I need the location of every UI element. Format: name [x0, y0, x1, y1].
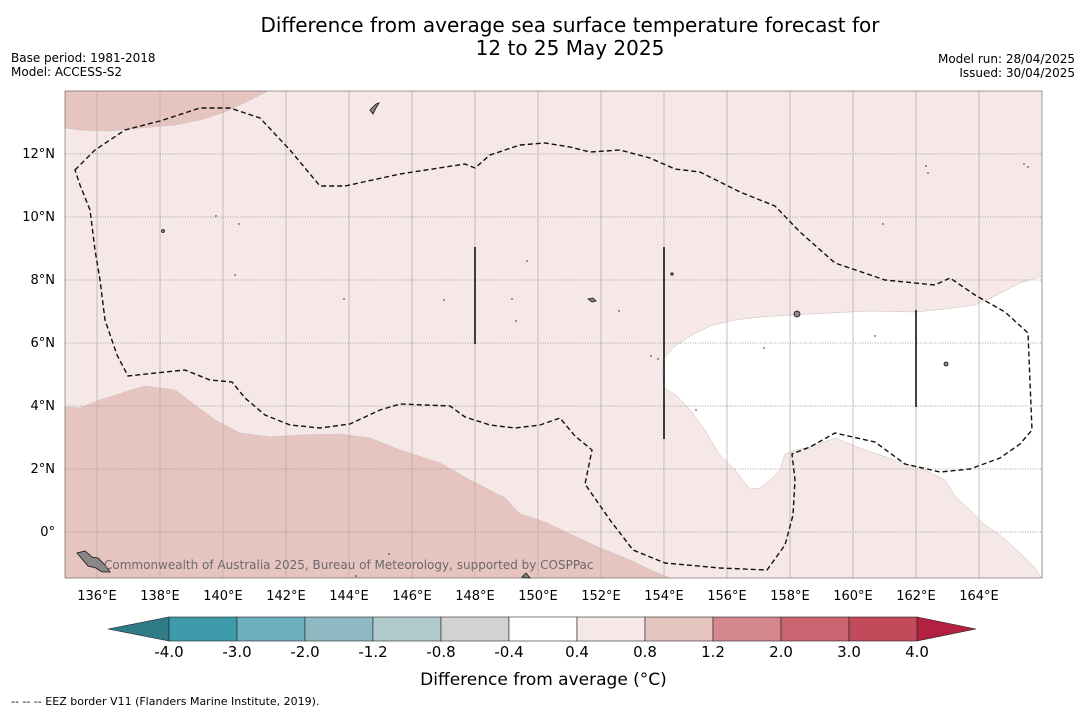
- islands: [76, 102, 949, 579]
- cb-tick: -4.0: [154, 643, 184, 661]
- title-line-1: Difference from average sea surface temp…: [260, 13, 880, 37]
- model-run: Model run: 28/04/2025: [937, 52, 1075, 66]
- map-title: Difference from average sea surface temp…: [0, 14, 1085, 60]
- cb-tick: 0.4: [565, 643, 589, 661]
- colorbar: [107, 616, 977, 642]
- colorbar-over-arrow: [916, 616, 977, 642]
- cb-tick: 1.2: [701, 643, 725, 661]
- lon-label-146e: 146°E: [392, 589, 432, 604]
- issued-date: Issued: 30/04/2025: [959, 66, 1075, 80]
- latitude-gridlines: [65, 153, 1042, 533]
- colorbar-label: Difference from average (°C): [420, 670, 667, 690]
- colorbar-under-arrow: [107, 616, 170, 642]
- longitude-labels: 136°E 138°E 140°E 142°E 144°E 146°E 148°…: [77, 589, 999, 604]
- meta-right: Model run: 28/04/2025 Issued: 30/04/2025: [938, 52, 1075, 80]
- colorbar-swatch: [168, 616, 238, 642]
- colorbar-swatch: [644, 616, 714, 642]
- map-frame: [64, 90, 1043, 579]
- vertical-marker-lines: [474, 247, 917, 439]
- lon-label-138e: 138°E: [140, 589, 180, 604]
- lon-label-156e: 156°E: [707, 589, 747, 604]
- lat-label-6n: 6°N: [31, 336, 56, 351]
- island-islet-2: [670, 272, 674, 276]
- island-chuuk: [587, 297, 597, 303]
- lat-label-4n: 4°N: [31, 399, 56, 414]
- anomaly-0.8-1.2-region-south: [64, 385, 671, 579]
- cb-tick: 0.8: [633, 643, 657, 661]
- island-kosrae: [943, 361, 949, 367]
- lat-label-12n: 12°N: [22, 147, 55, 162]
- island-guam: [369, 102, 380, 115]
- lon-label-154e: 154°E: [644, 589, 684, 604]
- eez-footnote: -- -- -- EEZ border V11 (Flanders Marine…: [11, 695, 320, 708]
- lon-label-160e: 160°E: [833, 589, 873, 604]
- colorbar-swatch: [440, 616, 510, 642]
- colorbar-swatch: [236, 616, 306, 642]
- lon-label-144e: 144°E: [329, 589, 369, 604]
- colorbar-swatch: [304, 616, 374, 642]
- colorbar-swatch: [780, 616, 850, 642]
- island-pohnpei: [793, 310, 801, 318]
- lon-label-150e: 150°E: [518, 589, 558, 604]
- lon-label-140e: 140°E: [203, 589, 243, 604]
- latitude-labels: 12°N 10°N 8°N 6°N 4°N 2°N 0°: [22, 147, 55, 540]
- lon-label-164e: 164°E: [959, 589, 999, 604]
- lat-label-8n: 8°N: [31, 273, 56, 288]
- cb-tick: 3.0: [837, 643, 861, 661]
- colorbar-swatch: [848, 616, 918, 642]
- lon-label-158e: 158°E: [770, 589, 810, 604]
- lat-label-0: 0°: [40, 525, 55, 540]
- colorbar-swatch: [712, 616, 782, 642]
- model-name: Model: ACCESS-S2: [11, 65, 123, 79]
- island-islet: [161, 229, 165, 233]
- meta-left: Base period: 1981-2018 Model: ACCESS-S2: [11, 51, 156, 79]
- lon-label-136e: 136°E: [77, 589, 117, 604]
- colorbar-swatch: [372, 616, 442, 642]
- cb-tick: 4.0: [905, 643, 929, 661]
- lon-label-142e: 142°E: [266, 589, 306, 604]
- colorbar-swatch: [576, 616, 646, 642]
- island-new-guinea-west: [76, 550, 111, 573]
- cb-tick: -1.2: [358, 643, 388, 661]
- cb-tick: -3.0: [222, 643, 252, 661]
- lat-label-2n: 2°N: [31, 462, 56, 477]
- anomaly-0.8-1.2-region-north: [64, 90, 269, 132]
- lon-label-152e: 152°E: [581, 589, 621, 604]
- lon-label-148e: 148°E: [455, 589, 495, 604]
- small-islets: [215, 163, 1029, 577]
- cb-tick: -0.8: [426, 643, 456, 661]
- island-manus: [521, 572, 531, 579]
- cb-tick: 2.0: [769, 643, 793, 661]
- lat-label-10n: 10°N: [22, 210, 55, 225]
- lon-label-162e: 162°E: [896, 589, 936, 604]
- credit-text: Commonwealth of Australia 2025, Bureau o…: [104, 558, 594, 572]
- base-period: Base period: 1981-2018: [11, 51, 156, 65]
- anomaly-neutral-region: [661, 275, 1043, 579]
- title-line-2: 12 to 25 May 2025: [475, 36, 665, 60]
- cb-tick: -0.4: [494, 643, 524, 661]
- colorbar-swatch: [508, 616, 578, 642]
- cb-tick: -2.0: [290, 643, 320, 661]
